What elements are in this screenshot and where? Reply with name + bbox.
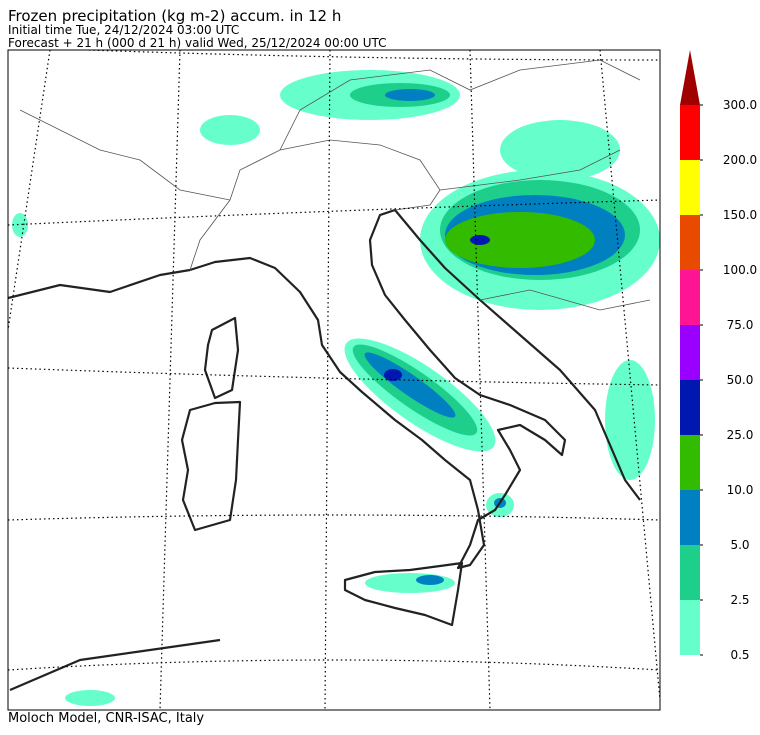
colorbar-segment: [680, 380, 700, 435]
colorbar-label: 50.0: [727, 373, 754, 387]
colorbar-segment: [680, 105, 700, 160]
precip-area: [605, 360, 655, 480]
title: Frozen precipitation (kg m-2) accum. in …: [8, 7, 341, 25]
precip-area: [65, 690, 115, 706]
colorbar-label: 25.0: [727, 428, 754, 442]
colorbar-segment: [680, 435, 700, 490]
precip-area: [445, 212, 595, 268]
map-frame: [7, 49, 661, 711]
precip-area: [416, 575, 444, 585]
map-area: [8, 50, 660, 710]
colorbar-label: 5.0: [730, 538, 749, 552]
colorbar-label: 2.5: [730, 593, 749, 607]
precip-area: [500, 120, 620, 180]
colorbar-label: 150.0: [723, 208, 757, 222]
colorbar-segment: [680, 600, 700, 655]
precip-area: [12, 213, 28, 237]
colorbar-segment: [680, 270, 700, 325]
initial-time: Initial time Tue, 24/12/2024 03:00 UTC: [8, 23, 239, 37]
precip-area: [385, 89, 435, 101]
colorbar-label: 300.0: [723, 98, 757, 112]
colorbar-segment: [680, 215, 700, 270]
colorbar-label: 10.0: [727, 483, 754, 497]
colorbar-segment: [680, 490, 700, 545]
forecast-time: Forecast + 21 h (000 d 21 h) valid Wed, …: [8, 36, 387, 50]
colorbar-label: 100.0: [723, 263, 757, 277]
footer: Moloch Model, CNR-ISAC, Italy: [8, 711, 204, 726]
precip-area: [200, 115, 260, 145]
colorbar-segment: [680, 160, 700, 215]
colorbar-label: 200.0: [723, 153, 757, 167]
precipitation: [12, 70, 660, 706]
precip-area: [365, 573, 455, 593]
colorbar: 0.5 2.5 5.0 10.0 25.0 50.0 75.0 100.0 150.0 200.0…: [680, 50, 757, 662]
colorbar-label: 0.5: [730, 648, 749, 662]
colorbar-over-arrow: [680, 50, 700, 105]
precip-area: [364, 352, 456, 418]
colorbar-segment: [680, 545, 700, 600]
precip-area: [384, 369, 402, 381]
precip-area: [470, 235, 490, 245]
colorbar-segment: [680, 325, 700, 380]
colorbar-label: 75.0: [727, 318, 754, 332]
